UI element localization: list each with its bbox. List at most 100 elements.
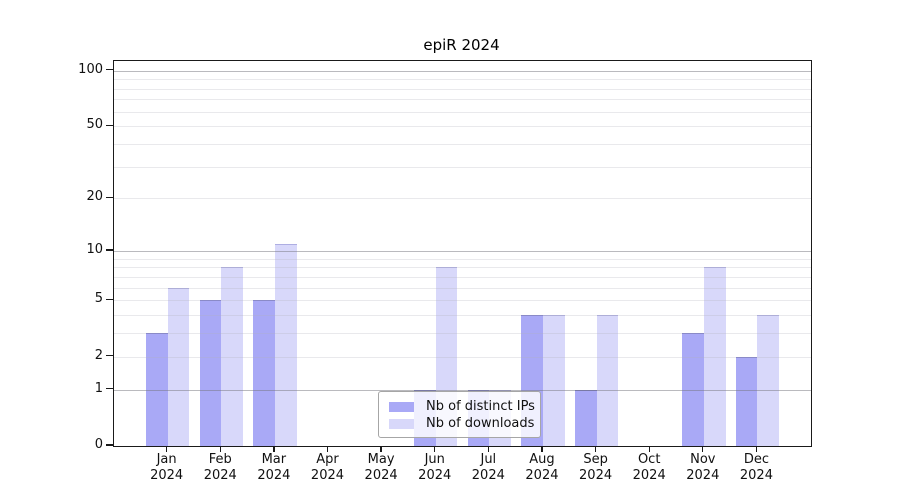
y-tick-label-100: 100 [78, 61, 103, 77]
month-label: May [367, 452, 395, 467]
gridline-y-1 [114, 389, 811, 391]
legend-swatch-downloads [389, 418, 414, 429]
year-label: 2024 [364, 468, 398, 483]
y-tick-label-20: 20 [86, 189, 103, 205]
plot-area [113, 60, 812, 447]
bar-downloads-nov [703, 267, 726, 446]
year-label: 2024 [739, 468, 773, 483]
x-axis-tick-jan [165, 446, 168, 452]
year-label: 2024 [203, 468, 237, 483]
y-tick-label-5: 5 [94, 291, 103, 307]
x-axis-tick-feb [219, 446, 221, 452]
bar-distinct-ips-feb [199, 300, 222, 446]
x-tick-label-may: May 2024 [365, 452, 398, 484]
y-axis-tick-0 [106, 444, 113, 446]
bar-downloads-jan [167, 287, 190, 446]
x-tick-label-feb: Feb 2024 [204, 452, 237, 484]
year-label: 2024 [150, 468, 184, 483]
x-axis-tick-aug [541, 446, 543, 452]
y-tick-label-50: 50 [86, 117, 103, 133]
y-axis-tick-1 [106, 387, 113, 390]
legend-label: Nb of distinct IPs [426, 399, 535, 414]
year-label: 2024 [418, 468, 452, 483]
bar-downloads-feb [221, 267, 243, 446]
month-label: Nov [690, 452, 716, 467]
bar-downloads-sep [596, 315, 619, 446]
year-label: 2024 [525, 468, 559, 483]
x-axis-tick-nov [702, 446, 704, 452]
gridline-y-2 [114, 356, 811, 358]
year-label: 2024 [310, 468, 345, 483]
month-label: Aug [529, 452, 555, 467]
y-axis-tick-50 [106, 124, 113, 126]
month-label: Jan [156, 452, 177, 467]
x-axis-tick-dec [755, 446, 758, 452]
y-tick-label-0: 0 [94, 437, 103, 452]
gridline-y-90 [114, 79, 811, 81]
legend: Nb of distinct IPs Nb of downloads [378, 391, 541, 438]
y-axis-tick-10 [106, 249, 113, 251]
month-label: Jun [424, 452, 445, 467]
gridline-y-3 [114, 333, 811, 335]
chart-title: epiR 2024 [423, 36, 500, 54]
x-tick-label-jul: Jul 2024 [472, 452, 505, 484]
gridline-y-50 [114, 126, 811, 128]
bar-distinct-ips-sep [574, 389, 597, 446]
x-tick-label-jan: Jan 2024 [150, 452, 183, 484]
x-tick-label-nov: Nov 2024 [686, 452, 719, 484]
x-axis-tick-oct [648, 446, 650, 452]
legend-item-downloads: Nb of downloads [389, 415, 540, 432]
year-label: 2024 [632, 468, 666, 483]
gridline-y-9 [114, 258, 811, 260]
y-axis-tick-2 [106, 355, 113, 357]
bar-distinct-ips-mar [253, 300, 275, 446]
gridline-y-6 [114, 287, 811, 289]
x-tick-label-oct: Oct 2024 [633, 452, 666, 484]
x-tick-label-sep: Sep 2024 [579, 452, 612, 484]
gridline-y-20 [114, 198, 811, 200]
year-label: 2024 [257, 468, 291, 483]
legend-item-distinct-ips: Nb of distinct IPs [389, 398, 540, 415]
month-label: Oct [637, 452, 661, 467]
y-tick-label-10: 10 [86, 242, 103, 258]
x-tick-label-apr: Apr 2024 [311, 452, 344, 484]
legend-label: Nb of downloads [426, 416, 535, 431]
x-axis-tick-mar [273, 446, 275, 452]
bar-distinct-ips-jan [145, 333, 168, 446]
bar-distinct-ips-dec [735, 356, 758, 446]
bar-distinct-ips-nov [682, 333, 704, 446]
month-label: Mar [261, 452, 287, 467]
y-tick-label-2: 2 [94, 347, 103, 363]
bar-downloads-mar [274, 243, 297, 446]
gridline-y-7 [114, 276, 811, 278]
gridline-y-10 [114, 251, 811, 253]
gridline-y-60 [114, 111, 811, 113]
year-label: 2024 [471, 468, 505, 483]
x-tick-label-dec: Dec 2024 [740, 452, 773, 484]
legend-swatch-distinct-ips [389, 401, 414, 412]
x-axis-tick-sep [594, 446, 597, 452]
bar-downloads-dec [757, 315, 780, 446]
x-tick-label-mar: Mar 2024 [257, 452, 290, 484]
gridline-y-4 [114, 315, 811, 317]
gridline-y-30 [114, 166, 811, 168]
y-axis-tick-100 [106, 69, 113, 71]
y-axis-tick-20 [106, 196, 113, 199]
y-axis-tick-5 [106, 298, 113, 300]
gridline-y-8 [114, 267, 811, 269]
gridline-y-80 [114, 88, 811, 90]
gridline-y-70 [114, 99, 811, 101]
y-tick-label-1: 1 [94, 380, 103, 396]
x-tick-label-jun: Jun 2024 [418, 452, 451, 484]
x-axis-tick-jul [487, 446, 489, 452]
year-label: 2024 [686, 468, 720, 483]
month-label: Dec [743, 452, 770, 467]
x-axis-tick-jun [434, 446, 436, 452]
year-label: 2024 [579, 468, 613, 483]
month-label: Sep [583, 452, 608, 467]
x-axis-tick-apr [326, 446, 329, 452]
month-label: Feb [208, 452, 232, 467]
gridline-y-40 [114, 144, 811, 146]
x-axis-tick-may [380, 446, 382, 452]
